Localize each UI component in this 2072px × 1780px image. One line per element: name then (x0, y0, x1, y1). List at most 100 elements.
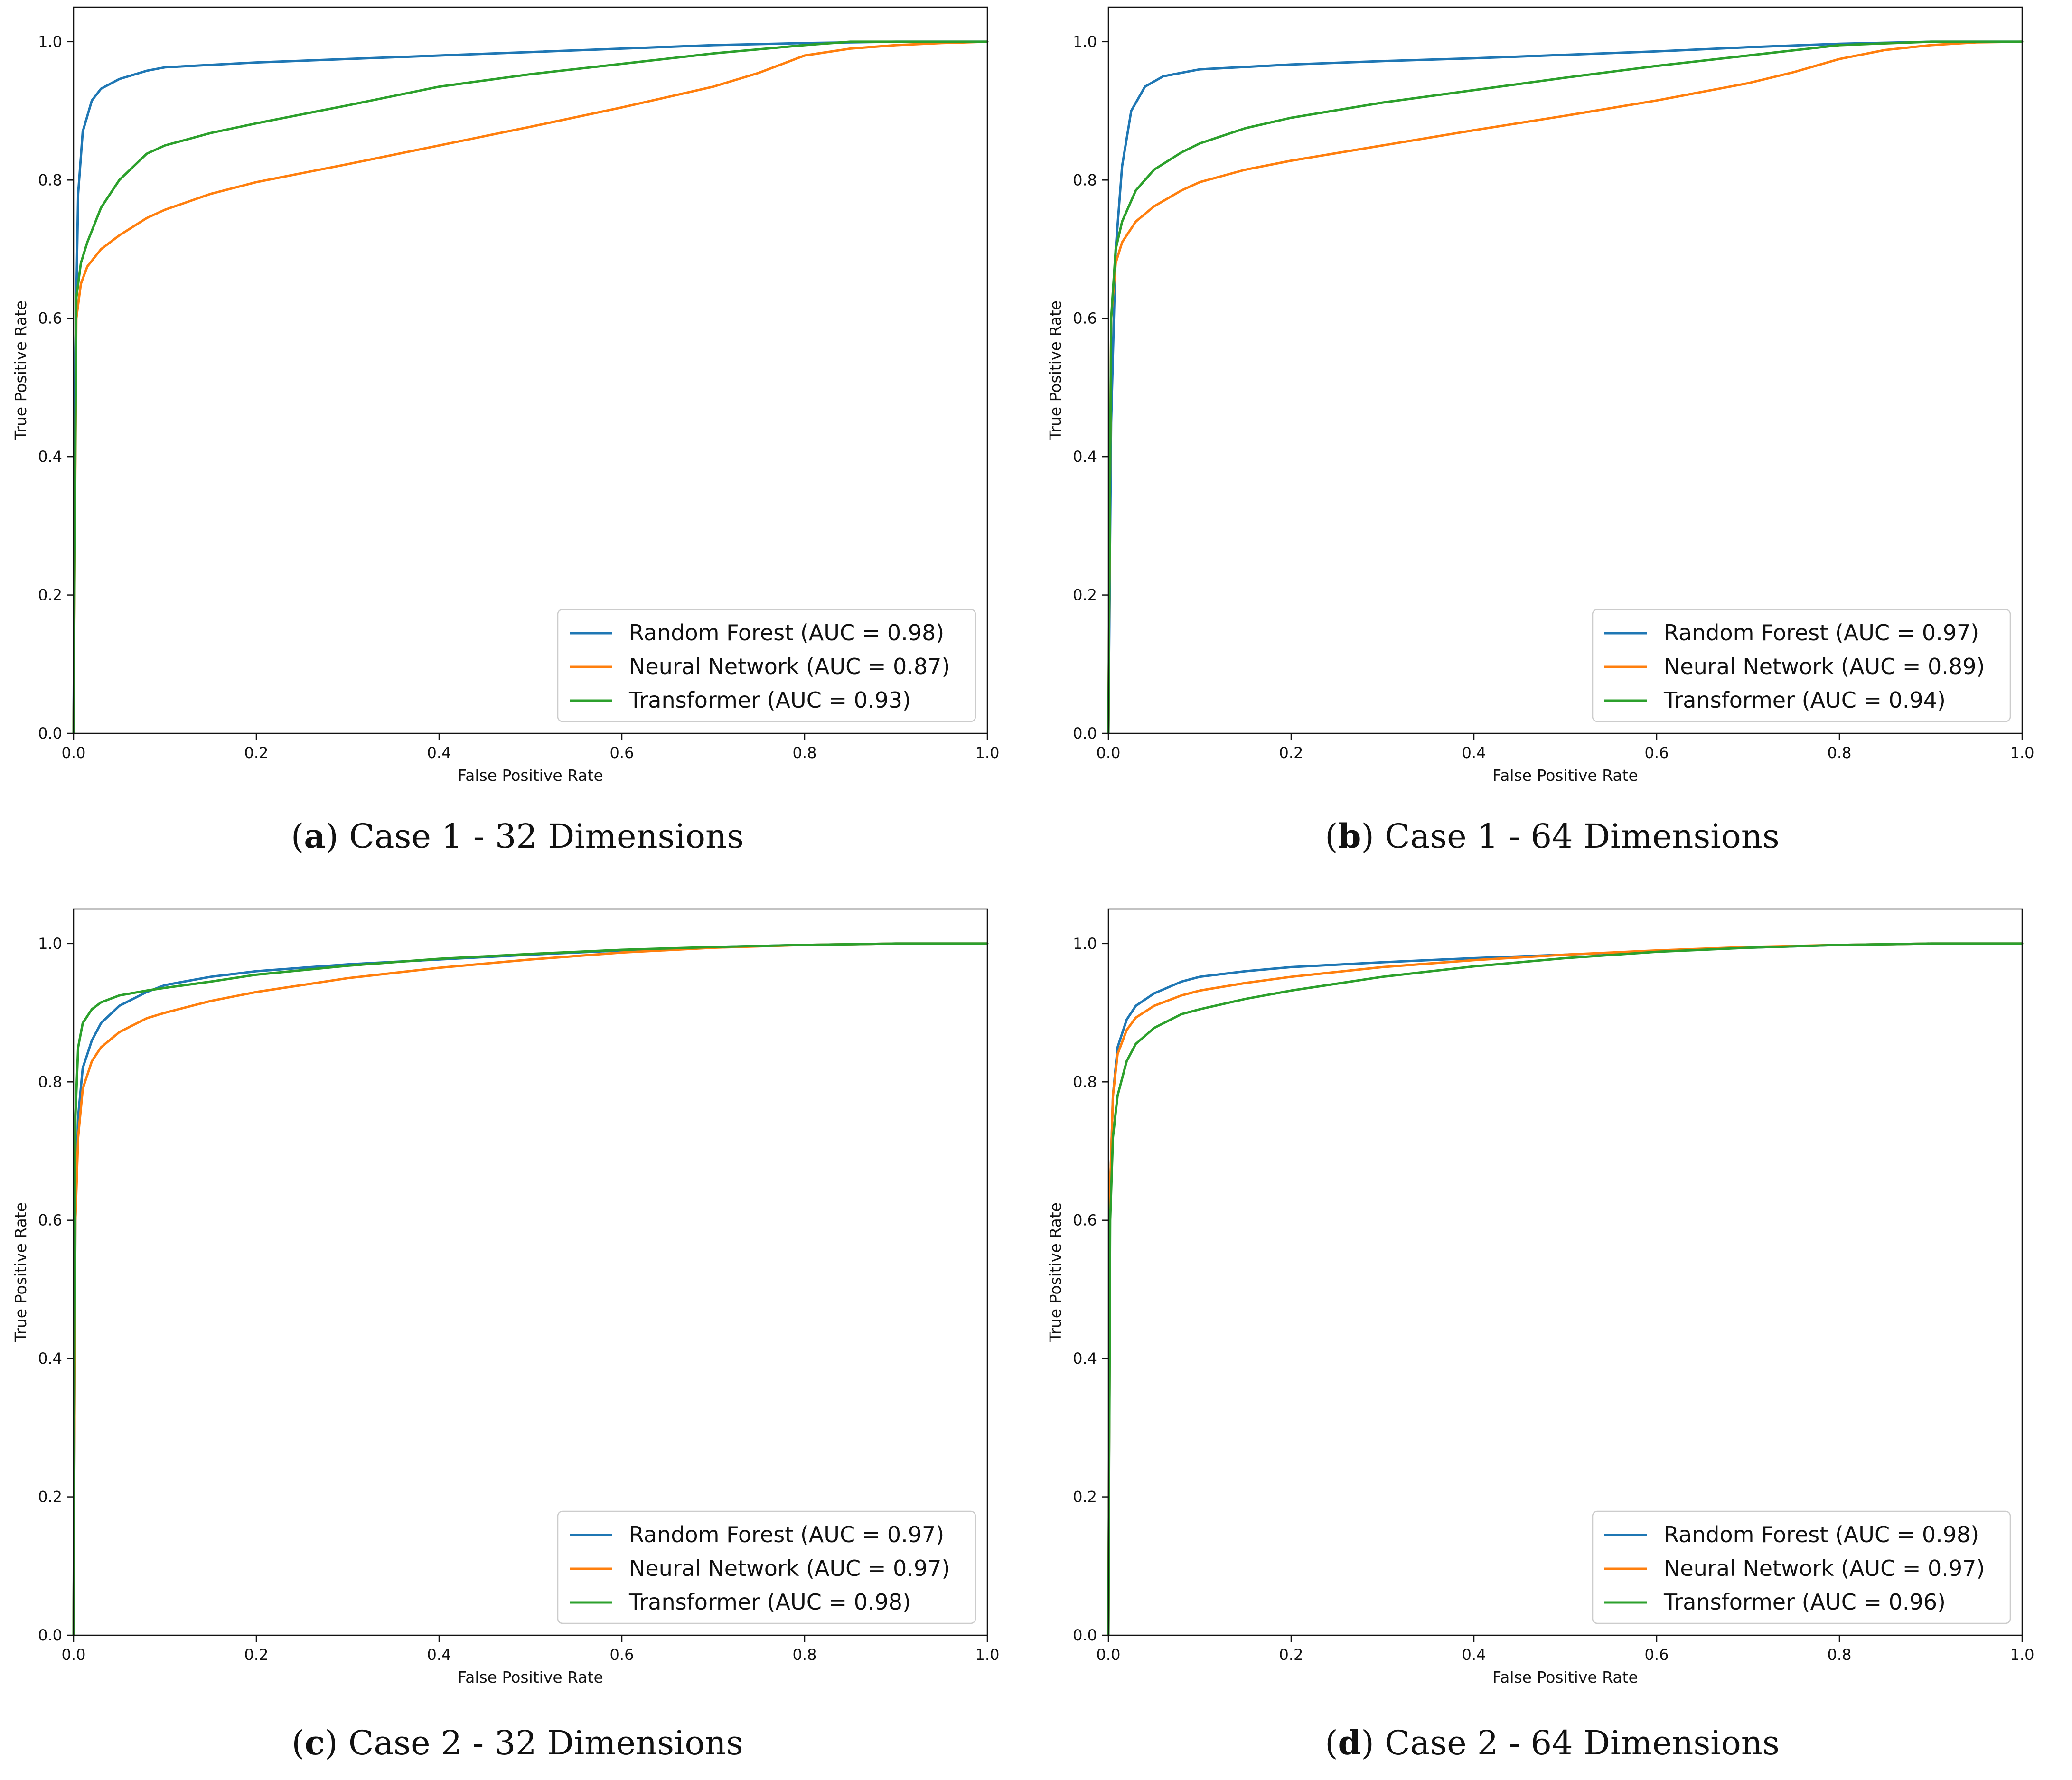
x-tick-label: 0.6 (1645, 744, 1669, 762)
legend: Random Forest (AUC = 0.98) Neural Network… (557, 609, 976, 722)
axes-frame (1107, 908, 2023, 1636)
y-axis-label: True Positive Rate (11, 300, 30, 440)
caption-text-a: Case 1 - 32 Dimensions (349, 817, 744, 856)
y-axis-label: True Positive Rate (1046, 300, 1065, 440)
x-tick-label: 0.0 (62, 1646, 86, 1664)
legend-label-3: Transformer (AUC = 0.93) (628, 687, 911, 713)
y-tick-label: 0.6 (38, 309, 62, 328)
x-tick-label: 0.4 (427, 744, 451, 762)
x-axis-label: False Positive Rate (1492, 766, 1638, 785)
x-tick-label: 1.0 (975, 744, 1000, 762)
roc-curve-1 (72, 40, 989, 735)
axes-frame (73, 908, 988, 1636)
y-tick-label: 0.4 (1073, 448, 1097, 466)
y-tick-label: 1.0 (38, 33, 62, 51)
y-tick-label: 0.2 (1073, 586, 1097, 604)
caption-letter-c: c (304, 1723, 325, 1762)
y-tick-label: 0.8 (1073, 171, 1097, 189)
x-tick-label: 0.2 (244, 744, 269, 762)
x-tick-label: 0.4 (1462, 744, 1486, 762)
roc-curve-3 (72, 942, 989, 1637)
y-tick-label: 1.0 (1073, 935, 1097, 953)
y-tick-label: 0.8 (38, 171, 62, 189)
roc-curve-2 (1107, 40, 2024, 735)
x-tick-label: 1.0 (975, 1646, 1000, 1664)
roc-chart-b: 0.0 0.2 0.4 0.6 0.8 1.0 0.0 0.2 0.4 0.6 0.8 1.0 Fals… (1046, 6, 2034, 785)
legend-label-1: Random Forest (AUC = 0.98) (1664, 1522, 1979, 1547)
y-tick-label: 0.0 (38, 1626, 62, 1644)
x-tick-label: 0.4 (427, 1646, 451, 1664)
legend-label-3: Transformer (AUC = 0.96) (1663, 1589, 1946, 1615)
legend-label-1: Random Forest (AUC = 0.98) (629, 620, 944, 646)
caption-letter-b: b (1338, 816, 1361, 856)
x-tick-label: 0.8 (793, 1646, 817, 1664)
y-tick-label: 0.2 (38, 1488, 62, 1506)
x-axis-label: False Positive Rate (1492, 1668, 1638, 1686)
y-tick-label: 0.0 (38, 724, 62, 742)
y-tick-label: 0.6 (1073, 1211, 1097, 1229)
legend: Random Forest (AUC = 0.98) Neural Network… (1592, 1510, 2011, 1624)
legend-label-3: Transformer (AUC = 0.94) (1663, 687, 1946, 713)
caption-b: (b) Case 1 - 64 Dimensions (1325, 816, 1780, 856)
legend: Random Forest (AUC = 0.97) Neural Network… (557, 1510, 976, 1624)
y-tick-label: 0.0 (1073, 724, 1097, 742)
x-tick-label: 0.0 (62, 744, 86, 762)
roc-chart-a: 0.0 0.2 0.4 0.6 0.8 1.0 0.0 0.2 0.4 0.6 0.8 1.0 Fals… (11, 6, 1000, 785)
legend-label-2: Neural Network (AUC = 0.87) (629, 654, 950, 679)
caption-a: (a) Case 1 - 32 Dimensions (291, 816, 744, 856)
legend-label-2: Neural Network (AUC = 0.97) (629, 1555, 950, 1581)
x-tick-label: 0.2 (1279, 1646, 1303, 1664)
y-axis-label: True Positive Rate (1046, 1202, 1065, 1342)
legend-label-3: Transformer (AUC = 0.98) (628, 1589, 911, 1615)
caption-c: (c) Case 2 - 32 Dimensions (291, 1723, 743, 1762)
caption-text-d: Case 2 - 64 Dimensions (1385, 1724, 1780, 1762)
legend-label-1: Random Forest (AUC = 0.97) (629, 1522, 944, 1547)
legend-label-2: Neural Network (AUC = 0.97) (1664, 1555, 1985, 1581)
y-axis-label: True Positive Rate (11, 1202, 30, 1342)
x-tick-label: 0.8 (793, 744, 817, 762)
legend-box (557, 609, 976, 722)
x-tick-label: 0.8 (1828, 744, 1852, 762)
roc-curve-1 (1107, 40, 2024, 735)
roc-curve-3 (1107, 40, 2024, 735)
axes-frame (73, 6, 988, 734)
axes-frame (1107, 6, 2023, 734)
y-tick-label: 0.4 (38, 448, 62, 466)
y-tick-label: 0.0 (1073, 1626, 1097, 1644)
x-tick-label: 0.4 (1462, 1646, 1486, 1664)
x-tick-label: 0.8 (1828, 1646, 1852, 1664)
x-tick-label: 1.0 (2010, 1646, 2034, 1664)
roc-chart-c: 0.0 0.2 0.4 0.6 0.8 1.0 0.0 0.2 0.4 0.6 0.8 1.0 Fals… (11, 908, 1000, 1686)
x-tick-label: 1.0 (2010, 744, 2034, 762)
y-tick-label: 0.4 (1073, 1349, 1097, 1368)
x-axis-label: False Positive Rate (458, 1668, 603, 1686)
caption-d: (d) Case 2 - 64 Dimensions (1325, 1723, 1780, 1762)
legend-box (1592, 609, 2011, 722)
y-tick-label: 0.4 (38, 1349, 62, 1368)
caption-text-c: Case 2 - 32 Dimensions (348, 1724, 743, 1762)
x-axis-label: False Positive Rate (458, 766, 603, 785)
y-tick-label: 1.0 (1073, 33, 1097, 51)
y-tick-label: 0.6 (38, 1211, 62, 1229)
caption-letter-a: a (304, 816, 326, 856)
x-tick-label: 0.6 (1645, 1646, 1669, 1664)
caption-letter-d: d (1338, 1723, 1361, 1762)
roc-curve-3 (72, 40, 989, 735)
roc-curve-2 (72, 40, 989, 735)
x-tick-label: 0.2 (1279, 744, 1303, 762)
y-tick-label: 0.2 (1073, 1488, 1097, 1506)
y-tick-label: 0.8 (38, 1073, 62, 1091)
y-tick-label: 0.6 (1073, 309, 1097, 328)
x-tick-label: 0.0 (1097, 1646, 1121, 1664)
legend-box (1592, 1510, 2011, 1624)
legend: Random Forest (AUC = 0.97) Neural Network… (1592, 609, 2011, 722)
y-tick-label: 1.0 (38, 935, 62, 953)
legend-box (557, 1510, 976, 1624)
y-tick-label: 0.8 (1073, 1073, 1097, 1091)
x-tick-label: 0.6 (610, 1646, 634, 1664)
caption-text-b: Case 1 - 64 Dimensions (1385, 817, 1780, 856)
x-tick-label: 0.0 (1097, 744, 1121, 762)
roc-chart-d: 0.0 0.2 0.4 0.6 0.8 1.0 0.0 0.2 0.4 0.6 0.8 1.0 Fals… (1046, 908, 2034, 1686)
legend-label-1: Random Forest (AUC = 0.97) (1664, 620, 1979, 646)
y-tick-label: 0.2 (38, 586, 62, 604)
